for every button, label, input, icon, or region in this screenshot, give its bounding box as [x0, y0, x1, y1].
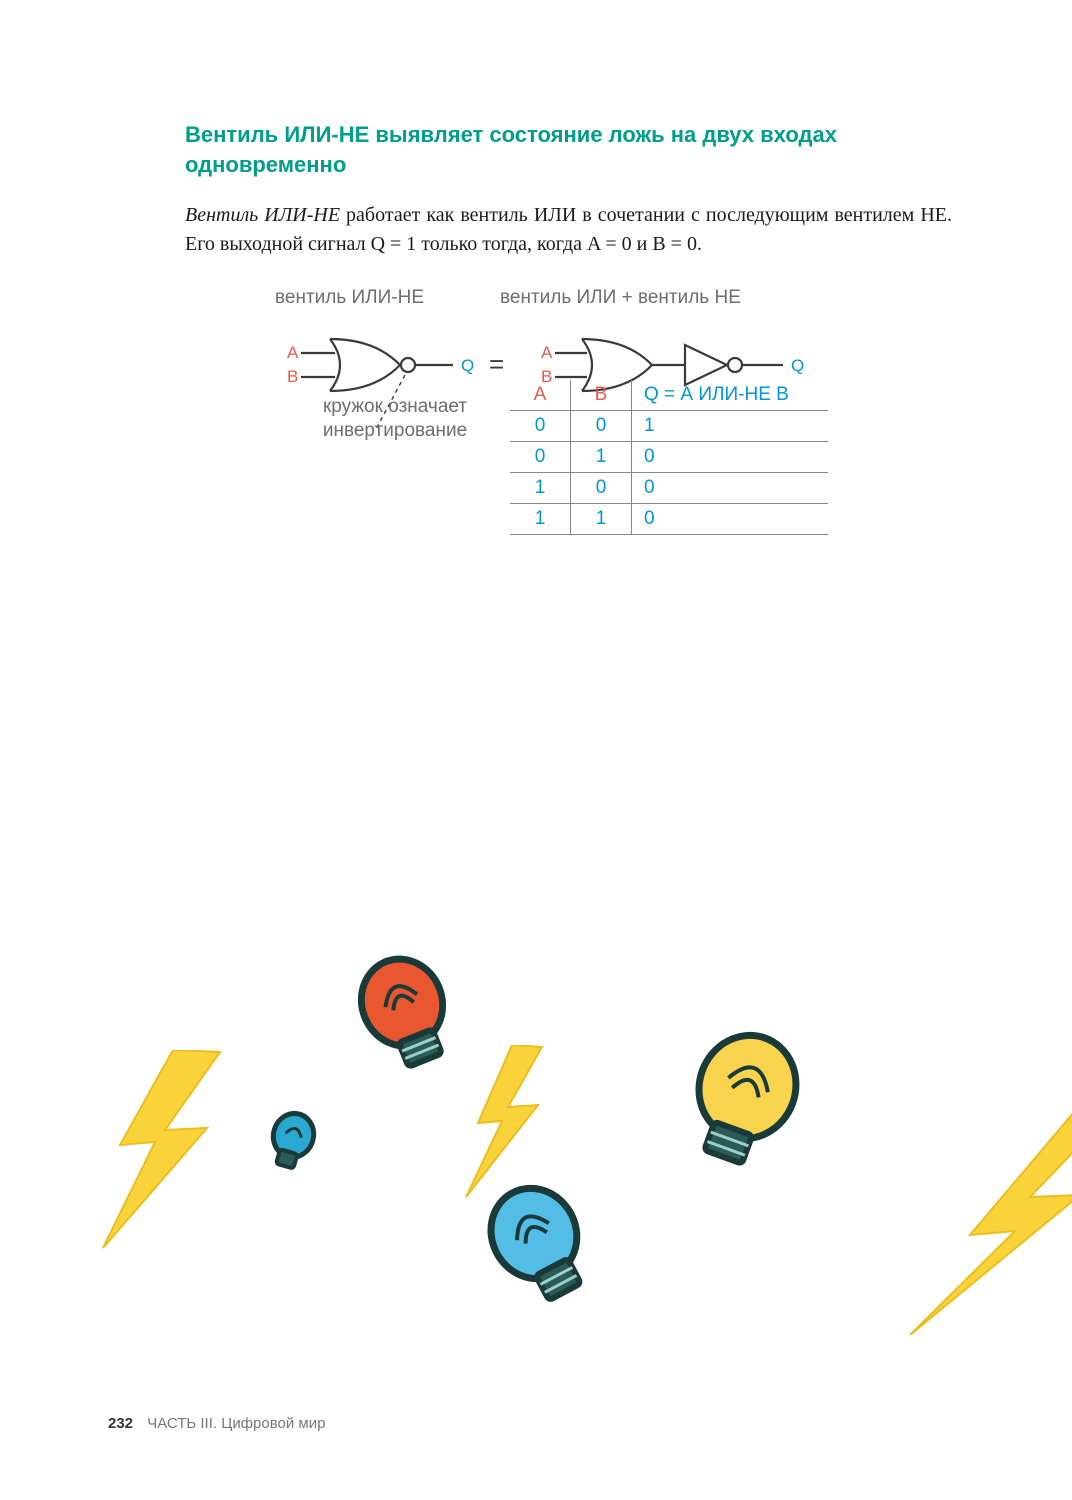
illustration-zone [0, 920, 1072, 1340]
cell: 1 [571, 504, 632, 535]
yellow-bulb-icon [675, 1020, 810, 1185]
cell: 0 [632, 442, 829, 473]
label-A-right: A [541, 343, 553, 362]
label-A: A [287, 343, 299, 362]
equals-sign: = [489, 349, 504, 379]
table-row: 1 1 0 [510, 504, 828, 535]
label-Q: Q [461, 356, 474, 375]
red-bulb-icon [350, 940, 460, 1080]
cell: 1 [510, 504, 571, 535]
cell: 0 [510, 411, 571, 442]
cell: 0 [571, 473, 632, 504]
page: Вентиль ИЛИ-НЕ выявляет состояние ложь н… [0, 0, 1072, 1500]
th-Q: Q = А ИЛИ-НЕ В [632, 380, 829, 411]
table-header-row: A B Q = А ИЛИ-НЕ В [510, 380, 828, 411]
section-name: ЧАСТЬ III. Цифровой мир [147, 1415, 325, 1432]
truth-table: A B Q = А ИЛИ-НЕ В 0 0 1 0 1 0 1 [510, 380, 828, 535]
caption-line2: инвертирование [323, 420, 467, 441]
page-footer: 232 ЧАСТЬ III. Цифровой мир [108, 1415, 325, 1432]
cell: 1 [571, 442, 632, 473]
annotation-caption: кружок означает инвертирование [300, 395, 490, 443]
label-Q-right: Q [791, 356, 804, 375]
cell: 1 [632, 411, 829, 442]
table-row: 0 1 0 [510, 442, 828, 473]
truth-table-body: 0 0 1 0 1 0 1 0 0 1 1 0 [510, 411, 828, 535]
cell: 0 [632, 473, 829, 504]
table-row: 0 0 1 [510, 411, 828, 442]
small-blue-bulb-icon [260, 1105, 322, 1183]
th-B: B [571, 380, 632, 411]
label-B: B [287, 367, 298, 386]
figure-top-labels: вентиль ИЛИ-НЕ вентиль ИЛИ + вентиль НЕ [275, 287, 895, 309]
section-heading: Вентиль ИЛИ-НЕ выявляет состояние ложь н… [185, 120, 952, 179]
body-paragraph: Вентиль ИЛИ-НЕ работает как вентиль ИЛИ … [185, 201, 952, 259]
cell: 0 [510, 442, 571, 473]
cell: 1 [510, 473, 571, 504]
figure-label-left: вентиль ИЛИ-НЕ [275, 287, 500, 309]
blue-bulb-icon [480, 1170, 600, 1320]
nor-gate [301, 339, 453, 391]
lightning-bolt-icon [85, 1050, 245, 1250]
page-number: 232 [108, 1415, 133, 1432]
caption-line1: кружок означает [323, 396, 467, 417]
term-italic: Вентиль ИЛИ-НЕ [185, 204, 340, 226]
lightning-bolt-icon [850, 1105, 1072, 1335]
table-row: 1 0 0 [510, 473, 828, 504]
truth-table-wrap: A B Q = А ИЛИ-НЕ В 0 0 1 0 1 0 1 [510, 380, 828, 535]
th-A: A [510, 380, 571, 411]
cell: 0 [632, 504, 829, 535]
cell: 0 [571, 411, 632, 442]
figure-label-right: вентиль ИЛИ + вентиль НЕ [500, 287, 895, 309]
